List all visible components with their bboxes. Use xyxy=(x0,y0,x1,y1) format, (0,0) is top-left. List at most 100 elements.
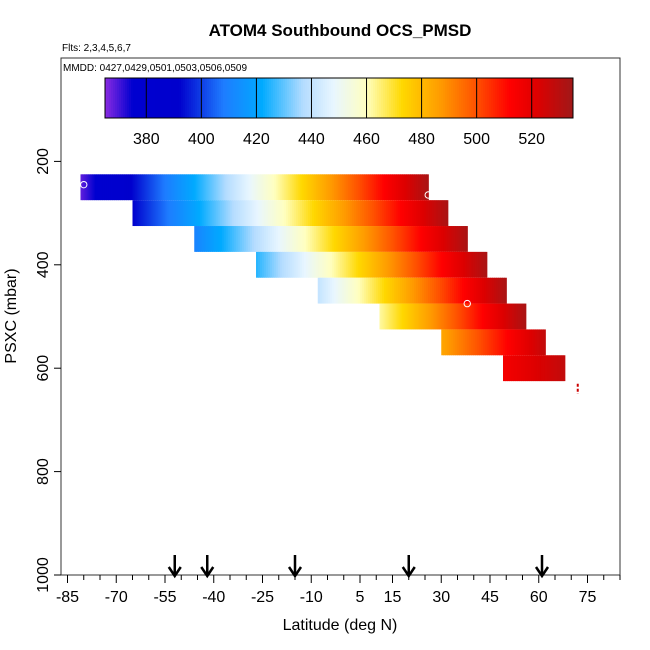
heatmap-cell xyxy=(480,251,484,278)
colorbar-cell xyxy=(113,78,116,118)
heatmap-cell xyxy=(427,226,430,252)
heatmap-cell xyxy=(281,226,285,252)
heatmap-cell xyxy=(480,277,483,304)
heatmap-cell xyxy=(242,226,245,252)
heatmap-cell xyxy=(364,251,367,278)
heatmap-cell xyxy=(331,226,335,252)
heatmap-cell xyxy=(304,251,307,278)
heatmap-cell xyxy=(398,174,401,201)
heatmap-cell xyxy=(349,226,353,252)
heatmap-cell xyxy=(337,277,341,304)
heatmap-cell xyxy=(202,200,205,227)
colorbar-cell xyxy=(291,78,294,118)
heatmap-cell xyxy=(130,174,134,201)
heatmap-cell xyxy=(433,200,437,227)
heatmap-cell xyxy=(399,226,403,252)
heatmap-cell xyxy=(260,200,263,227)
heatmap-cell xyxy=(363,226,367,252)
colorbar-cell xyxy=(125,78,128,118)
heatmap-cell xyxy=(226,226,229,252)
colorbar-cell xyxy=(375,78,378,118)
dates-subtitle: MMDD: 0427,0429,0501,0503,0506,0509 xyxy=(63,63,247,74)
heatmap-cell xyxy=(482,251,486,278)
colorbar-cell xyxy=(473,78,476,118)
heatmap-cell xyxy=(306,251,309,278)
heatmap-cell xyxy=(214,174,217,201)
heatmap-cell xyxy=(238,226,241,252)
heatmap-cell xyxy=(514,355,518,382)
heatmap-cell xyxy=(448,251,452,278)
heatmap-cell xyxy=(361,277,365,304)
heatmap-cell xyxy=(441,226,444,252)
heatmap-cell xyxy=(397,277,401,304)
x-axis-label: Latitude (deg N) xyxy=(283,617,398,634)
heatmap-cell xyxy=(320,174,323,201)
heatmap-cell xyxy=(324,251,327,278)
heatmap-cell xyxy=(264,174,267,201)
heatmap-cell xyxy=(200,174,204,201)
heatmap-cell xyxy=(323,226,327,252)
colorbar-cell xyxy=(155,78,158,118)
heatmap-cell xyxy=(288,200,291,227)
heatmap-cell xyxy=(416,277,419,304)
heatmap-cell xyxy=(298,174,301,201)
heatmap-cell xyxy=(476,251,480,278)
heatmap-cell xyxy=(262,226,265,252)
colorbar-cell xyxy=(227,78,230,118)
colorbar-cell xyxy=(213,78,216,118)
heatmap-cell xyxy=(273,226,277,252)
colorbar-cell xyxy=(131,78,134,118)
colorbar-cell xyxy=(267,78,270,118)
heatmap-cell xyxy=(423,226,426,252)
heatmap-cell xyxy=(432,251,436,278)
heatmap-cell xyxy=(453,329,456,356)
heatmap-cell xyxy=(407,226,411,252)
heatmap-cell xyxy=(198,174,202,201)
heatmap-cell xyxy=(439,226,442,252)
heatmap-cell xyxy=(365,226,369,252)
heatmap-cell xyxy=(254,226,257,252)
heatmap-cell xyxy=(431,200,435,227)
colorbar-cell xyxy=(447,78,450,118)
heatmap-cell xyxy=(452,251,456,278)
heatmap-cell xyxy=(320,200,323,227)
heatmap-cell xyxy=(420,277,423,304)
heatmap-cell xyxy=(150,174,154,201)
colorbar-cell xyxy=(353,78,356,118)
colorbar-cell xyxy=(395,78,398,118)
colorbar-cell xyxy=(445,78,448,118)
heatmap-cell xyxy=(372,174,375,201)
colorbar-cell xyxy=(405,78,408,118)
heatmap-cell xyxy=(439,303,443,330)
heatmap-cell xyxy=(192,200,195,227)
heatmap-cell xyxy=(228,200,231,227)
heatmap-cell xyxy=(375,277,379,304)
heatmap-cell xyxy=(471,303,475,330)
heatmap-cell xyxy=(379,200,383,227)
colorbar-cell xyxy=(513,78,516,118)
pressure-band xyxy=(132,200,449,227)
heatmap-cell xyxy=(509,303,513,330)
heatmap-cell xyxy=(441,329,444,356)
heatmap-cell xyxy=(134,200,138,227)
heatmap-cell xyxy=(184,174,188,201)
heatmap-cell xyxy=(376,174,379,201)
heatmap-cell xyxy=(150,200,154,227)
heatmap-cell xyxy=(445,226,448,252)
heatmap-cell xyxy=(455,329,458,356)
heatmap-cell xyxy=(310,200,313,227)
heatmap-cell xyxy=(196,200,199,227)
heatmap-cell xyxy=(444,251,448,278)
colorbar-cell xyxy=(483,78,486,118)
colorbar-cell xyxy=(201,78,204,118)
heatmap-cell xyxy=(269,226,273,252)
colorbar-cell xyxy=(529,78,532,118)
heatmap-cell xyxy=(278,174,281,201)
heatmap-cell xyxy=(168,200,172,227)
heatmap-cell xyxy=(503,355,506,382)
heatmap-cell xyxy=(212,200,215,227)
heatmap-cell xyxy=(525,329,528,356)
heatmap-cell xyxy=(375,200,379,227)
colorbar-cell xyxy=(495,78,498,118)
heatmap-cell xyxy=(395,200,399,227)
